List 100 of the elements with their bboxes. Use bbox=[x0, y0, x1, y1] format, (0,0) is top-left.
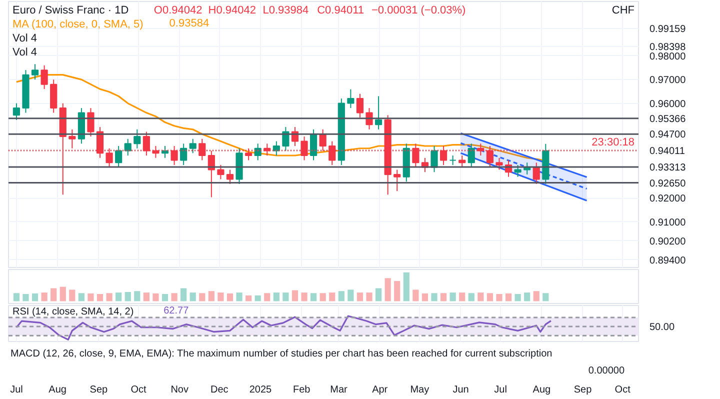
x-tick-label: May bbox=[410, 384, 430, 396]
bar bbox=[366, 292, 372, 302]
y-tick-label: 0.98000 bbox=[650, 51, 686, 62]
bar bbox=[496, 294, 502, 302]
candlestick bbox=[310, 128, 318, 161]
bar bbox=[199, 293, 206, 302]
bar bbox=[50, 288, 57, 302]
y-tick-label: 0.91000 bbox=[650, 217, 686, 228]
x-tick-label: 2025 bbox=[249, 384, 272, 396]
x-tick-label: Feb bbox=[293, 384, 311, 396]
bar bbox=[134, 291, 140, 302]
bar bbox=[78, 293, 84, 302]
x-tick-label: Apr bbox=[372, 384, 388, 396]
bar bbox=[60, 286, 66, 302]
x-tick-label: Jun bbox=[452, 384, 469, 396]
chart-title: RSI (14, close, SMA, 14, 2) bbox=[12, 306, 134, 318]
candlestick bbox=[496, 157, 503, 170]
candlestick bbox=[366, 108, 373, 130]
bar bbox=[533, 291, 540, 302]
x-tick-label: Sep bbox=[574, 384, 592, 396]
candlestick bbox=[189, 138, 196, 154]
bar bbox=[524, 292, 530, 302]
annotation: 23:30:18 bbox=[592, 136, 635, 148]
candlestick bbox=[217, 164, 224, 180]
text: 0.00000 bbox=[588, 366, 625, 376]
text: MACD (12, 26, close, 9, EMA, EMA): The maximum number of studies per chart has been reached for current subscription bbox=[10, 348, 552, 360]
y-tick-label: 0.89400 bbox=[650, 255, 686, 266]
candlestick bbox=[514, 164, 522, 178]
bar bbox=[329, 292, 336, 302]
bar bbox=[384, 278, 391, 302]
candlestick bbox=[430, 146, 438, 173]
bar bbox=[116, 292, 122, 302]
bar bbox=[264, 293, 270, 302]
annotation: 0.93584 bbox=[169, 18, 210, 30]
candlestick bbox=[272, 140, 280, 156]
candlestick bbox=[394, 169, 401, 192]
ref-line-label: 0.93313 bbox=[650, 162, 686, 174]
bar bbox=[246, 295, 252, 302]
y-tick-label: 0.92000 bbox=[650, 194, 686, 205]
x-tick-label: Jul bbox=[10, 384, 23, 396]
x-tick-label: Nov bbox=[170, 384, 188, 396]
bar bbox=[106, 293, 112, 302]
bar bbox=[459, 292, 466, 302]
candlestick bbox=[31, 64, 39, 80]
y-tick-label: 0.98398 bbox=[650, 42, 686, 53]
annotation: H0.94042 bbox=[208, 4, 256, 16]
bar bbox=[208, 291, 214, 302]
bar bbox=[236, 292, 242, 302]
bar bbox=[412, 290, 419, 302]
y-tick-label: 0.97000 bbox=[650, 75, 686, 86]
bar bbox=[301, 292, 308, 302]
candlestick bbox=[226, 169, 234, 184]
x-tick-label: Sep bbox=[90, 384, 108, 396]
candlestick bbox=[124, 138, 132, 156]
y-tick-label: 0.99159 bbox=[650, 24, 686, 35]
candlestick bbox=[356, 93, 364, 118]
annotation: CHF bbox=[612, 4, 635, 16]
candlestick bbox=[282, 126, 290, 152]
bar bbox=[88, 293, 94, 302]
bar bbox=[478, 292, 484, 302]
y-tick-label: 0.96000 bbox=[650, 98, 686, 110]
x-tick-label: Jul bbox=[494, 384, 507, 396]
y-tick-label: 0.90200 bbox=[650, 236, 686, 248]
bar bbox=[190, 292, 196, 302]
bar bbox=[162, 294, 168, 302]
bar bbox=[226, 293, 234, 302]
bar bbox=[32, 293, 38, 302]
bar bbox=[450, 292, 456, 302]
annotation: O0.94042 bbox=[154, 4, 202, 16]
bar bbox=[431, 293, 438, 302]
bar bbox=[41, 292, 48, 302]
bar bbox=[273, 292, 280, 302]
annotation: L0.93984 bbox=[262, 4, 309, 16]
candlestick bbox=[347, 88, 354, 109]
bar bbox=[486, 293, 494, 302]
x-tick-label: Aug bbox=[532, 384, 551, 396]
bar bbox=[310, 293, 317, 302]
bar bbox=[422, 293, 428, 302]
bar bbox=[338, 291, 344, 302]
bar bbox=[320, 293, 326, 302]
x-tick-label: Dec bbox=[210, 384, 228, 396]
bar bbox=[180, 288, 187, 302]
x-tick-label: Oct bbox=[614, 384, 631, 396]
bar bbox=[218, 292, 224, 302]
bar bbox=[348, 290, 354, 302]
bar bbox=[152, 293, 159, 302]
bar bbox=[22, 294, 29, 302]
bar bbox=[282, 292, 289, 302]
bar bbox=[292, 290, 298, 302]
candlestick bbox=[180, 143, 188, 166]
bar bbox=[69, 290, 76, 302]
candlestick bbox=[449, 155, 456, 166]
ref-line-label: 0.95366 bbox=[650, 114, 686, 125]
annotation: Vol 4 bbox=[12, 32, 37, 44]
ref-line-label: 0.94700 bbox=[650, 130, 686, 141]
x-tick-label: Aug bbox=[48, 384, 66, 396]
candlestick bbox=[12, 102, 20, 120]
bar bbox=[440, 293, 447, 302]
chart-title: Euro / Swiss Franc · 1D bbox=[12, 4, 129, 16]
x-tick-label: Oct bbox=[130, 384, 146, 396]
